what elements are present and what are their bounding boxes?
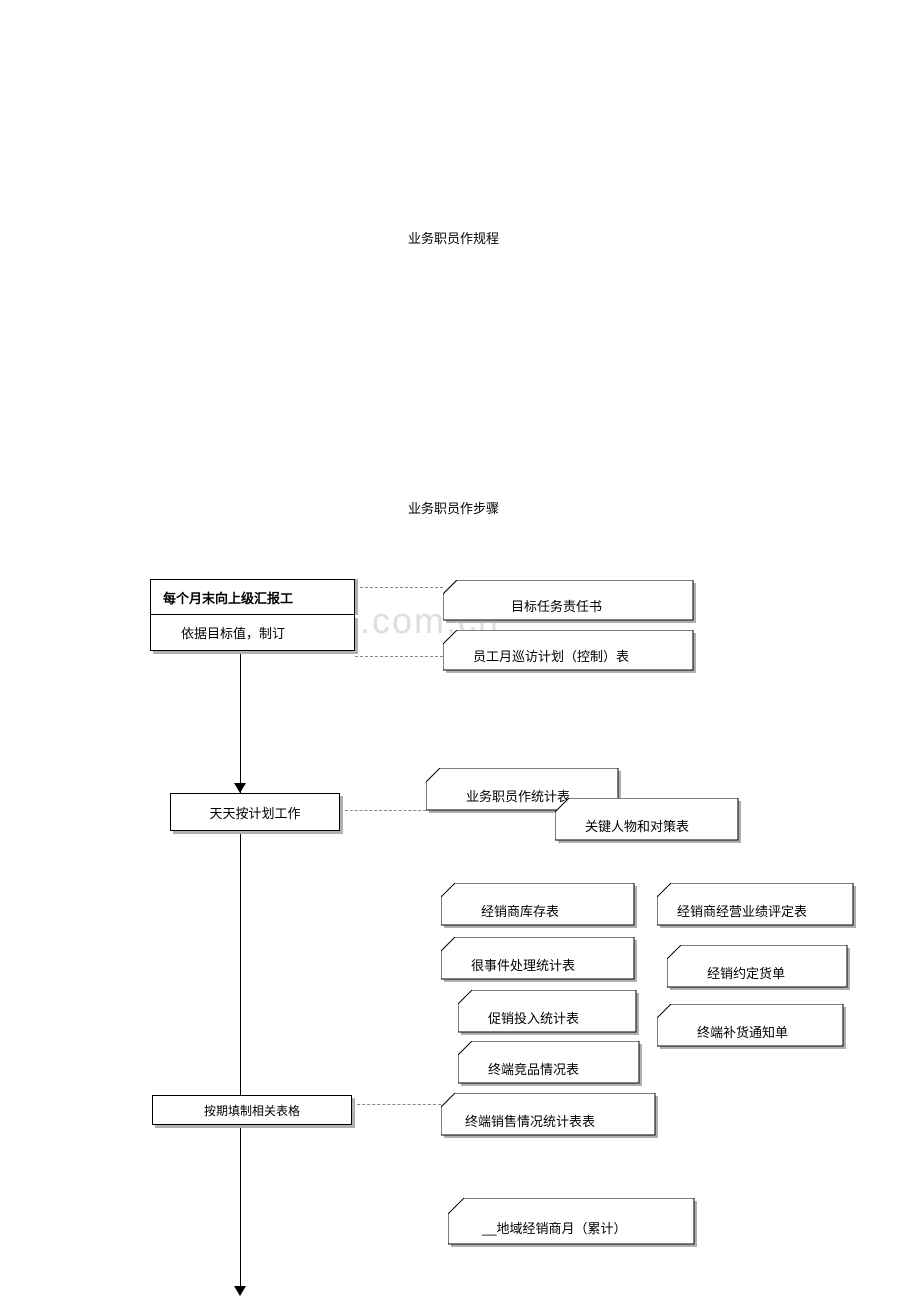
doc-d10: 终端补货通知单	[657, 1004, 843, 1046]
step3-label: 按期填制相关表格	[204, 1102, 300, 1119]
doc-d4-label: 关键人物和对策表	[585, 816, 689, 835]
doc-d1-label: 目标任务责任书	[511, 596, 602, 615]
doc-d12-label: 终端销售情况统计表表	[465, 1111, 595, 1130]
dash-2	[355, 656, 443, 657]
doc-d10-label: 终端补货通知单	[697, 1022, 788, 1041]
dash-3	[340, 810, 426, 811]
doc-d5: 经销商库存表	[441, 883, 634, 925]
doc-d5-label: 经销商库存表	[481, 901, 559, 920]
dash-4	[352, 1104, 441, 1105]
doc-d8: 经销约定货单	[667, 945, 847, 987]
doc-d11: 终端竞品情况表	[458, 1041, 639, 1083]
doc-d8-label: 经销约定货单	[707, 963, 785, 982]
doc-d4: 关键人物和对策表	[555, 798, 738, 840]
doc-d12: 终端销售情况统计表表	[441, 1093, 655, 1135]
doc-d6-label: 经销商经营业绩评定表	[677, 901, 807, 920]
doc-d2-label: 员工月巡访计划（控制）表	[473, 646, 629, 665]
doc-d6: 经销商经营业绩评定表	[657, 883, 853, 925]
flow-arrow-1	[234, 783, 246, 793]
step2-label: 天天按计划工作	[209, 803, 300, 822]
flow-vline	[240, 651, 241, 1294]
doc-d13: __地域经销商月（累计）	[448, 1198, 694, 1244]
step1-sub-label: 依据目标值，制订	[181, 623, 285, 642]
step3-box: 按期填制相关表格	[152, 1095, 352, 1125]
doc-d11-label: 终端竞品情况表	[488, 1059, 579, 1078]
page-title-1: 业务职员作规程	[408, 228, 499, 247]
doc-d9: 促销投入统计表	[458, 990, 636, 1032]
doc-d1: 目标任务责任书	[443, 580, 693, 620]
step1-header-box: 每个月末向上级汇报工	[150, 579, 355, 615]
step1-header-label: 每个月末向上级汇报工	[163, 588, 293, 607]
dash-1	[355, 587, 443, 588]
step1-sub-box: 依据目标值，制订	[150, 615, 355, 651]
flow-arrow-2	[234, 1286, 246, 1296]
doc-d9-label: 促销投入统计表	[488, 1008, 579, 1027]
doc-d7-label: 很事件处理统计表	[471, 955, 575, 974]
page-title-2: 业务职员作步骤	[408, 498, 499, 517]
doc-d2: 员工月巡访计划（控制）表	[443, 630, 693, 670]
doc-d13-label: __地域经销商月（累计）	[482, 1218, 626, 1237]
doc-d7: 很事件处理统计表	[441, 937, 634, 979]
step2-box: 天天按计划工作	[170, 793, 340, 831]
